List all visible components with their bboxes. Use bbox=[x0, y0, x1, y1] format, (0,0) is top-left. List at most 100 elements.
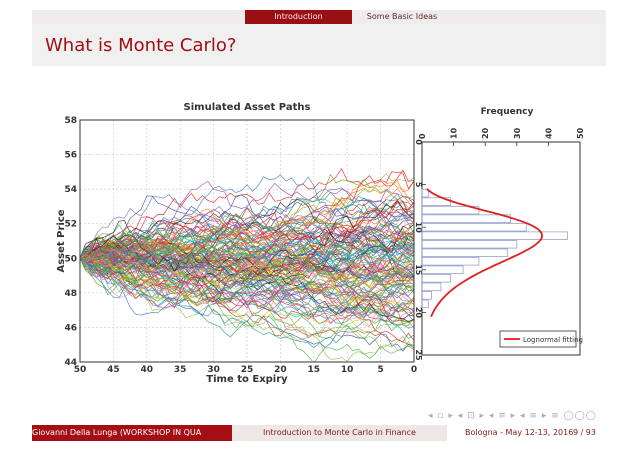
legend-box bbox=[499, 330, 577, 348]
simulated-path bbox=[80, 239, 414, 319]
simulated-path bbox=[80, 201, 414, 259]
x-tick-label: 30 bbox=[207, 365, 220, 375]
histogram-bar bbox=[421, 188, 429, 198]
x-tick-label: 5 bbox=[377, 365, 383, 375]
section-tab-basic-ideas[interactable]: Some Basic Ideas bbox=[366, 12, 438, 21]
histogram-bar bbox=[421, 282, 442, 292]
footer-talk-title: Introduction to Monte Carlo in Finance bbox=[232, 425, 447, 441]
simulated-path bbox=[80, 246, 414, 285]
legend-label: Lognormal fitting bbox=[523, 336, 583, 344]
x-axis-label: Time to Expiry bbox=[206, 374, 288, 385]
histogram-bar bbox=[421, 291, 432, 300]
y-tick-label: 46 bbox=[64, 323, 77, 333]
simulated-path bbox=[80, 200, 414, 272]
simulated-path bbox=[80, 254, 414, 309]
x-tick-label: 20 bbox=[274, 365, 287, 375]
simulated-path bbox=[80, 227, 414, 275]
section-navigation: Introduction Some Basic Ideas bbox=[32, 10, 606, 24]
simulated-path bbox=[80, 200, 414, 259]
simulated-path bbox=[80, 249, 414, 294]
simulated-path bbox=[80, 194, 414, 259]
simulated-path bbox=[80, 252, 414, 349]
simulated-path bbox=[80, 228, 414, 280]
y-tick-label: 52 bbox=[64, 220, 77, 230]
x-tick-label: 15 bbox=[308, 365, 321, 375]
footer-author: Giovanni Della Lunga (WORKSHOP IN QUA bbox=[32, 425, 232, 441]
plot-frame bbox=[79, 119, 415, 363]
lognormal-fit-line bbox=[426, 188, 544, 318]
value-tick-label: 0 bbox=[414, 139, 423, 145]
beamer-navigation-icons[interactable]: ◂ ▫ ▸ ◂ ⊡ ▸ ◂ ≡ ▸ ◂ ≡ ▸ ≡ ◯◯◯ bbox=[428, 411, 597, 421]
chart-title: Simulated Asset Paths bbox=[184, 102, 311, 113]
simulated-path bbox=[80, 253, 414, 317]
x-tick-label: 50 bbox=[74, 365, 87, 375]
freq-tick-label: 0 bbox=[418, 133, 427, 139]
simulated-path bbox=[80, 247, 414, 280]
freq-tick-label: 20 bbox=[481, 127, 490, 139]
path-bundle bbox=[80, 167, 414, 362]
value-tick-label: 10 bbox=[414, 222, 423, 234]
histogram-bar bbox=[421, 222, 527, 232]
simulated-path bbox=[80, 232, 414, 268]
simulated-path bbox=[80, 248, 414, 299]
simulated-path bbox=[80, 173, 414, 277]
simulated-path bbox=[80, 248, 414, 305]
footer-bar: Giovanni Della Lunga (WORKSHOP IN QUA In… bbox=[32, 425, 606, 441]
simulated-path bbox=[80, 245, 414, 289]
x-tick-label: 35 bbox=[174, 365, 187, 375]
simulated-path bbox=[80, 238, 414, 289]
monte-carlo-figure: Simulated Asset Paths Time to Expiry Asset… bbox=[56, 102, 585, 385]
freq-tick-label: 40 bbox=[544, 127, 553, 139]
histogram-bar bbox=[421, 231, 568, 240]
y-tick-label: 48 bbox=[64, 289, 77, 299]
histogram-title: Frequency bbox=[481, 107, 534, 117]
footer-date: Bologna - May 12-13, 2016 bbox=[465, 428, 574, 437]
x-tick-label: 40 bbox=[141, 365, 154, 375]
value-tick-label: 20 bbox=[414, 307, 423, 319]
histogram-frame bbox=[421, 141, 581, 356]
x-tick-label: 0 bbox=[411, 365, 417, 375]
section-tab-introduction[interactable]: Introduction bbox=[245, 10, 352, 24]
histogram-bar bbox=[421, 265, 464, 275]
histogram-bar bbox=[421, 299, 429, 309]
freq-tick-label: 10 bbox=[450, 127, 459, 139]
simulated-path bbox=[80, 201, 414, 273]
simulated-path bbox=[80, 167, 414, 259]
value-tick-label: 5 bbox=[414, 182, 423, 188]
frame-title-box: What is Monte Carlo? bbox=[32, 24, 606, 66]
histogram-bar bbox=[421, 214, 511, 223]
page-number: 9 / 93 bbox=[572, 428, 596, 437]
histogram-bar bbox=[421, 257, 480, 266]
simulated-path bbox=[80, 236, 414, 272]
histogram-bar bbox=[421, 205, 480, 215]
simulated-path bbox=[80, 242, 414, 288]
simulated-path bbox=[80, 253, 414, 327]
frequency-histogram-chart: Frequency 0 10 20 30 40 50 0 5 10 15 20 25 Lognormal … bbox=[414, 107, 585, 361]
simulated-path bbox=[80, 251, 414, 327]
y-tick-label: 44 bbox=[64, 358, 77, 368]
simulated-path bbox=[80, 181, 414, 260]
simulated-path bbox=[80, 246, 414, 313]
y-tick-label: 54 bbox=[64, 185, 77, 195]
simulated-path bbox=[80, 208, 414, 263]
histogram-bar bbox=[421, 274, 451, 283]
histogram-bar bbox=[421, 240, 518, 249]
asset-paths-chart: Simulated Asset Paths Time to Expiry Asset… bbox=[56, 102, 417, 385]
freq-tick-label: 30 bbox=[513, 127, 522, 139]
value-tick-label: 25 bbox=[414, 349, 423, 361]
value-tick-label: 15 bbox=[414, 264, 423, 276]
simulated-path bbox=[80, 254, 414, 362]
y-tick-label: 56 bbox=[64, 151, 77, 161]
x-tick-label: 25 bbox=[241, 365, 254, 375]
y-axis-label: Asset Price bbox=[56, 209, 67, 272]
y-tick-label: 50 bbox=[64, 254, 77, 264]
simulated-path bbox=[80, 249, 414, 314]
simulated-path bbox=[80, 251, 414, 294]
simulated-path bbox=[80, 253, 414, 325]
simulated-path bbox=[80, 244, 414, 304]
simulated-path bbox=[80, 224, 414, 274]
histogram-bar bbox=[421, 248, 508, 257]
x-tick-label: 10 bbox=[341, 365, 354, 375]
simulated-path bbox=[80, 174, 414, 259]
y-tick-label: 58 bbox=[64, 116, 77, 126]
